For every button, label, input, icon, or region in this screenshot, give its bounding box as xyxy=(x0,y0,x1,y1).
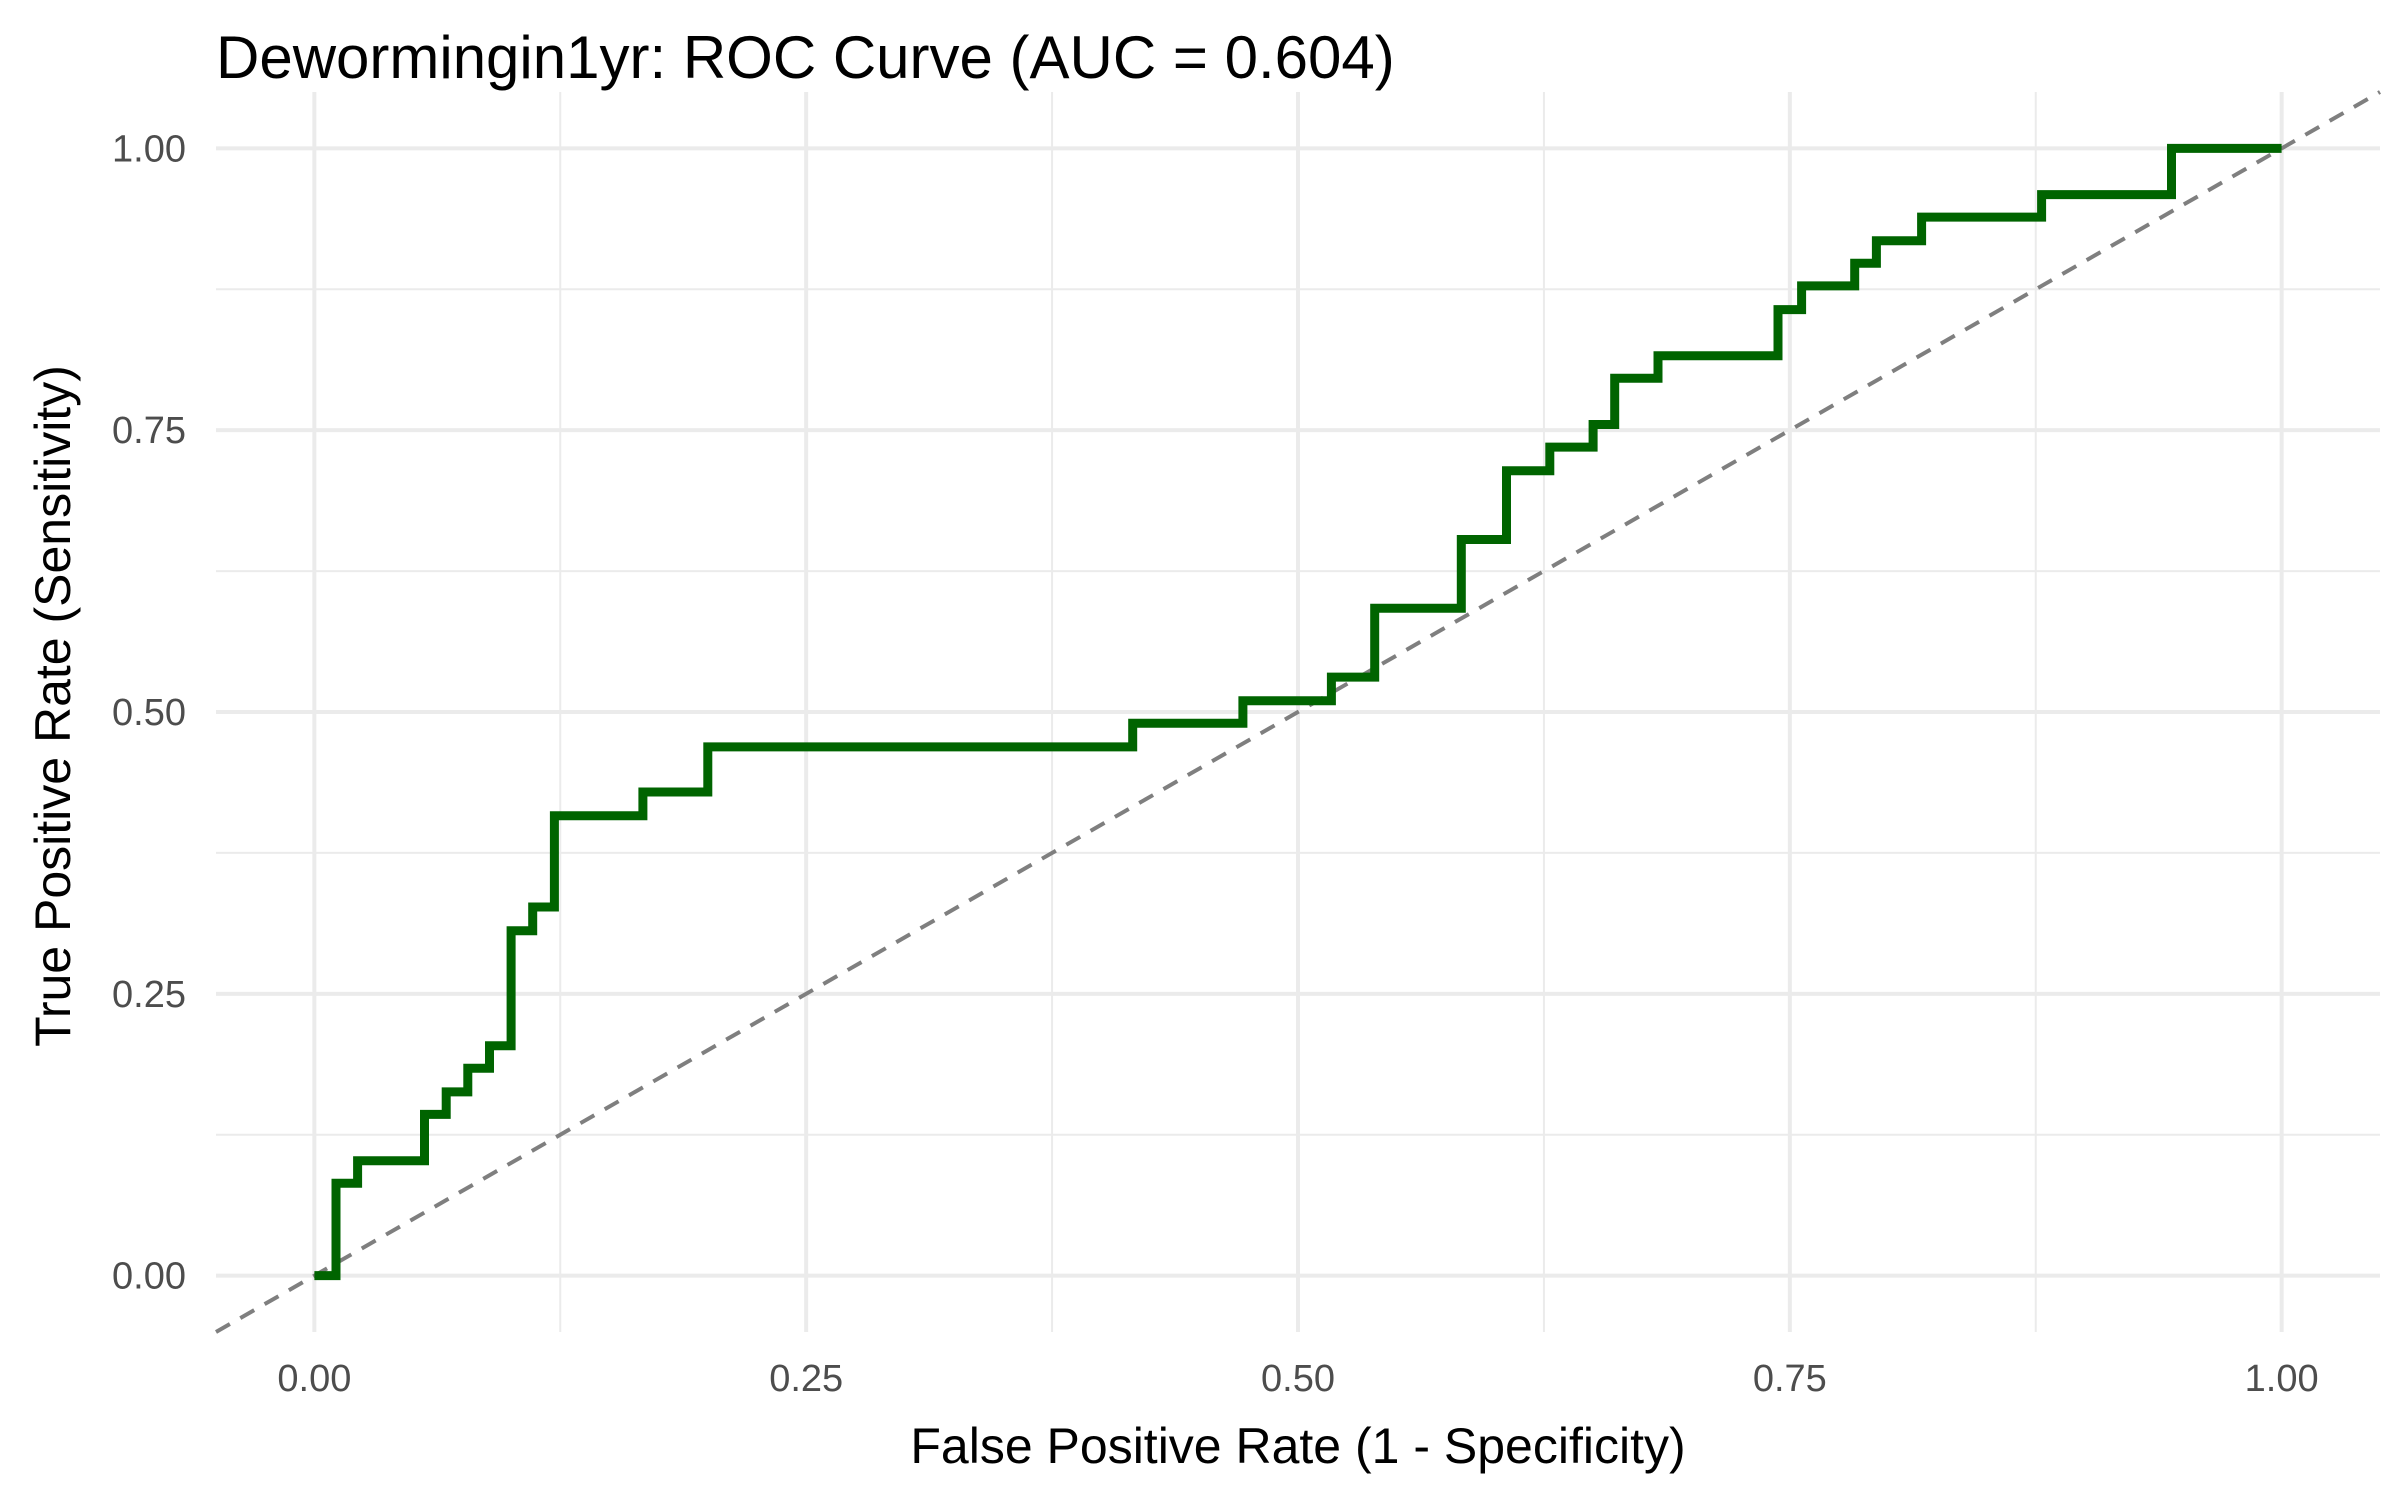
y-tick-label: 0.50 xyxy=(112,692,186,734)
series-layer xyxy=(215,90,2381,1334)
x-tick-label: 0.75 xyxy=(1753,1358,1827,1400)
roc-curve-line xyxy=(314,143,2282,1281)
chart-title: Dewormingin1yr: ROC Curve (AUC = 0.604) xyxy=(216,24,1395,91)
y-tick-label: 0.00 xyxy=(112,1256,186,1298)
x-tick-label: 0.25 xyxy=(769,1358,843,1400)
x-tick-label: 0.00 xyxy=(277,1358,351,1400)
y-axis-ticks: 0.00 0.25 0.50 0.75 1.00 xyxy=(112,128,186,1297)
y-tick-label: 1.00 xyxy=(112,128,186,170)
y-tick-label: 0.25 xyxy=(112,974,186,1016)
x-axis-ticks: 0.00 0.25 0.50 0.75 1.00 xyxy=(277,1358,2318,1400)
x-tick-label: 1.00 xyxy=(2245,1358,2319,1400)
grid xyxy=(216,92,2380,1332)
x-tick-label: 0.50 xyxy=(1261,1358,1335,1400)
y-axis-title: True Positive Rate (Sensitivity) xyxy=(25,365,81,1047)
y-tick-label: 0.75 xyxy=(112,410,186,452)
diagonal-reference-line xyxy=(215,90,2381,1334)
x-axis-title: False Positive Rate (1 - Specificity) xyxy=(910,1418,1685,1474)
